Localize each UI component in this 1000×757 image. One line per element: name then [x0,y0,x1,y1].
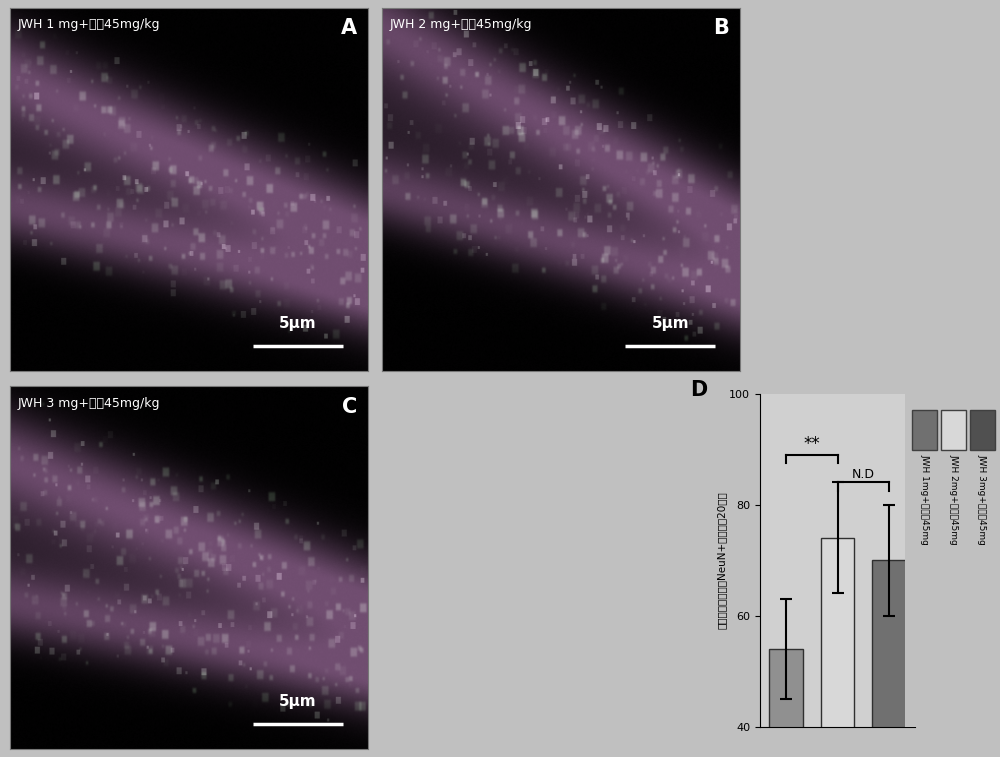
Bar [941,410,966,450]
Text: D: D [690,380,708,400]
Bar [912,410,937,450]
Text: B: B [713,18,729,39]
Text: JWH 2mg+米诺诺45mg: JWH 2mg+米诺诺45mg [949,453,958,544]
Bar [821,538,854,757]
Text: 5μm: 5μm [279,694,317,709]
Text: JWH 1mg+米诺诺45mg: JWH 1mg+米诺诺45mg [920,453,929,544]
Y-axis label: 每视野下神经元（NeuN+）个数（20倍）: 每视野下神经元（NeuN+）个数（20倍） [716,491,726,629]
Text: **: ** [803,435,820,453]
Bar [872,560,906,757]
Text: JWH 3mg+米诺诺45mg: JWH 3mg+米诺诺45mg [978,453,987,544]
Text: JWH 3 mg+米诺45mg/kg: JWH 3 mg+米诺45mg/kg [17,397,160,410]
Bar [769,649,803,757]
Text: C: C [342,397,357,416]
Text: N.D: N.D [852,468,875,481]
Bar [970,410,995,450]
Text: 5μm: 5μm [279,316,317,332]
Text: JWH 1 mg+米诺45mg/kg: JWH 1 mg+米诺45mg/kg [17,18,160,32]
Text: JWH 2 mg+米诺45mg/kg: JWH 2 mg+米诺45mg/kg [389,18,532,32]
Text: 5μm: 5μm [651,316,689,332]
Text: A: A [341,18,357,39]
